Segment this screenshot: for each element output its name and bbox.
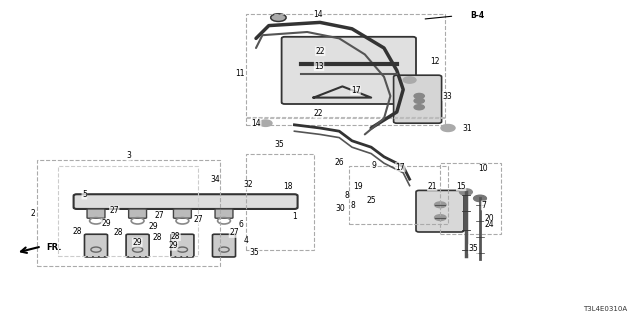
- Text: 35: 35: [274, 140, 284, 149]
- Text: 31: 31: [462, 124, 472, 133]
- FancyBboxPatch shape: [394, 75, 442, 123]
- Bar: [440, 163, 501, 234]
- FancyBboxPatch shape: [74, 194, 298, 209]
- Text: 3: 3: [126, 151, 131, 160]
- Text: 35: 35: [250, 248, 259, 257]
- Text: 1: 1: [292, 212, 296, 221]
- Text: 24: 24: [484, 220, 494, 229]
- Text: 6: 6: [238, 220, 243, 229]
- Text: 22: 22: [316, 47, 325, 56]
- Text: 8: 8: [351, 201, 355, 210]
- Text: 25: 25: [367, 196, 376, 205]
- Text: 35: 35: [468, 244, 478, 253]
- Text: 17: 17: [351, 86, 360, 95]
- Text: 27: 27: [229, 228, 239, 237]
- Text: 27: 27: [194, 215, 204, 224]
- Bar: [246, 154, 314, 250]
- Bar: [58, 166, 198, 256]
- FancyBboxPatch shape: [173, 209, 191, 218]
- Text: 34: 34: [210, 175, 220, 184]
- Text: 18: 18: [284, 182, 293, 191]
- Text: 27: 27: [155, 211, 164, 220]
- Text: 7: 7: [481, 201, 486, 210]
- FancyBboxPatch shape: [215, 209, 233, 218]
- Text: 14: 14: [314, 10, 323, 19]
- FancyBboxPatch shape: [212, 234, 236, 257]
- Text: 4: 4: [243, 236, 248, 245]
- Text: 14: 14: [252, 119, 261, 128]
- Text: 5: 5: [82, 190, 87, 199]
- Text: 32: 32: [244, 180, 253, 189]
- Bar: [246, 117, 445, 118]
- Text: 22: 22: [314, 109, 323, 118]
- Circle shape: [259, 120, 272, 126]
- FancyBboxPatch shape: [129, 209, 147, 218]
- Text: 21: 21: [428, 182, 437, 191]
- Text: 20: 20: [484, 214, 494, 223]
- FancyBboxPatch shape: [282, 37, 416, 104]
- Text: 13: 13: [314, 62, 324, 71]
- Circle shape: [414, 105, 424, 110]
- Text: 2: 2: [31, 209, 35, 218]
- Text: 26: 26: [335, 158, 344, 167]
- FancyBboxPatch shape: [416, 190, 464, 232]
- Text: 15: 15: [456, 182, 466, 191]
- Text: 10: 10: [478, 164, 488, 173]
- Text: 11: 11: [236, 69, 245, 78]
- FancyBboxPatch shape: [171, 234, 194, 257]
- Text: 28: 28: [72, 227, 82, 236]
- Text: 30: 30: [335, 204, 345, 213]
- Text: 9: 9: [372, 161, 377, 170]
- Text: 8: 8: [344, 191, 349, 200]
- Circle shape: [414, 93, 424, 99]
- Circle shape: [414, 98, 424, 103]
- Circle shape: [435, 215, 446, 220]
- Text: 28: 28: [152, 233, 162, 242]
- Text: 27: 27: [109, 206, 119, 215]
- Circle shape: [435, 202, 446, 208]
- Circle shape: [441, 124, 455, 132]
- Text: 12: 12: [430, 57, 440, 66]
- Text: FR.: FR.: [46, 244, 61, 252]
- Text: 28: 28: [114, 228, 124, 237]
- Text: B-4: B-4: [470, 11, 484, 20]
- Circle shape: [271, 14, 286, 21]
- Text: 19: 19: [353, 182, 363, 191]
- Text: 29: 29: [132, 238, 142, 247]
- Text: 33: 33: [443, 92, 452, 100]
- Bar: [246, 14, 445, 125]
- Text: 29: 29: [148, 222, 158, 231]
- Circle shape: [460, 189, 472, 195]
- Circle shape: [403, 77, 416, 83]
- Text: 29: 29: [101, 219, 111, 228]
- Circle shape: [474, 195, 486, 202]
- Bar: [349, 166, 448, 224]
- Text: 29: 29: [168, 241, 178, 250]
- Text: 28: 28: [171, 232, 180, 241]
- Bar: [37, 160, 220, 266]
- Text: 17: 17: [396, 163, 405, 172]
- Text: T3L4E0310A: T3L4E0310A: [583, 306, 627, 312]
- FancyBboxPatch shape: [87, 209, 105, 218]
- FancyBboxPatch shape: [126, 234, 149, 257]
- FancyBboxPatch shape: [84, 234, 108, 257]
